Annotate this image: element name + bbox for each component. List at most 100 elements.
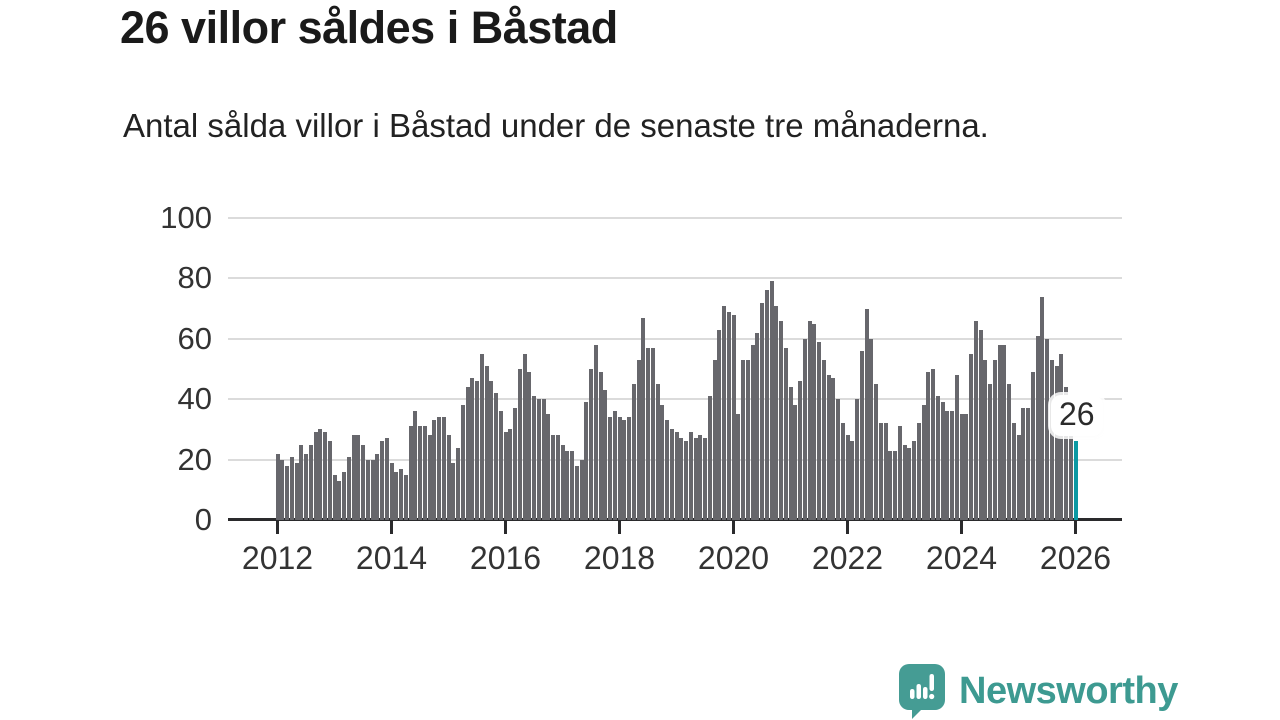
bar: [836, 399, 840, 520]
bar: [831, 378, 836, 520]
bar: [945, 411, 950, 520]
bar: [812, 323, 817, 520]
bar: [907, 447, 912, 520]
bar: [845, 435, 850, 520]
bar: [821, 359, 826, 520]
y-axis-label: 0: [194, 502, 212, 537]
bar: [1030, 372, 1035, 520]
bar: [579, 459, 584, 520]
bar: [750, 344, 755, 520]
bar: [755, 332, 760, 520]
bar: [427, 435, 432, 520]
gridline: [228, 337, 1122, 340]
bar: [798, 381, 802, 520]
bar: [1035, 335, 1040, 520]
bar: [1064, 387, 1068, 520]
bar: [460, 405, 465, 520]
bar: [446, 435, 451, 520]
bar: [807, 320, 812, 520]
bar: [299, 444, 304, 520]
mini-bar-chart-glyph: [910, 674, 935, 700]
bar: [954, 375, 959, 520]
bar: [864, 308, 869, 520]
bar: [508, 429, 513, 520]
bar: [1040, 296, 1045, 520]
bar: [874, 384, 878, 520]
x-axis-tick: [1074, 520, 1077, 534]
bar: [532, 396, 536, 520]
bar: [997, 344, 1002, 520]
bar: [935, 396, 940, 520]
bar: [394, 471, 399, 520]
x-axis-label: 2018: [583, 540, 656, 576]
bar: [883, 423, 888, 520]
bar: [660, 405, 665, 520]
bar: [902, 444, 907, 520]
bar: [698, 435, 703, 520]
bar: [612, 411, 617, 520]
bar: [636, 359, 641, 520]
bar: [551, 435, 555, 520]
bar: [940, 402, 945, 520]
bar: [878, 423, 883, 520]
bar: [541, 399, 546, 520]
bar: [1021, 408, 1026, 520]
bar: [693, 438, 698, 520]
bar: [655, 384, 660, 520]
bar: [560, 444, 565, 520]
y-axis-label: 60: [177, 320, 212, 356]
bar: [275, 453, 280, 520]
x-axis-tick: [732, 520, 735, 534]
bar: [356, 435, 361, 520]
bar: [289, 456, 294, 520]
bar: [584, 402, 589, 520]
bar: [441, 417, 446, 520]
bar: [1045, 338, 1049, 520]
bar: [361, 444, 365, 520]
bar: [589, 369, 593, 520]
bar: [565, 450, 570, 520]
bar: [959, 414, 964, 520]
bar: [380, 441, 384, 520]
bar: [451, 462, 456, 520]
bar: [318, 429, 323, 520]
bar: [983, 359, 988, 520]
bar: [603, 390, 608, 520]
bar: [313, 432, 318, 520]
bar: [788, 387, 793, 520]
bar: [641, 317, 646, 520]
x-axis-label: 2024: [925, 540, 998, 576]
bar: [617, 417, 622, 520]
bar: [527, 372, 532, 520]
bar: [403, 474, 408, 520]
bar: [774, 305, 779, 520]
bar: [897, 426, 902, 520]
x-axis-tick: [846, 520, 849, 534]
bar: [969, 353, 973, 520]
bar: [731, 314, 736, 520]
bar: [294, 462, 299, 520]
bar: [346, 456, 351, 520]
bar: [332, 474, 337, 520]
bar: [484, 365, 489, 520]
bar: [479, 353, 484, 520]
bar: [840, 423, 845, 520]
bar: [1002, 344, 1007, 520]
x-axis-label: 2014: [355, 540, 428, 576]
bar: [475, 381, 479, 520]
bar: [912, 441, 916, 520]
bar: [1068, 432, 1073, 520]
bar: [546, 414, 551, 520]
x-axis-tick: [390, 520, 393, 534]
bar: [342, 471, 346, 520]
bar: [764, 290, 769, 520]
bar: [802, 338, 807, 520]
x-axis-label: 2012: [241, 540, 314, 576]
bar: [736, 414, 741, 520]
bar: [308, 444, 313, 520]
bar: [950, 411, 954, 520]
y-axis-label: 40: [177, 381, 212, 417]
x-axis-label: 2022: [811, 540, 884, 576]
bar: [684, 441, 688, 520]
